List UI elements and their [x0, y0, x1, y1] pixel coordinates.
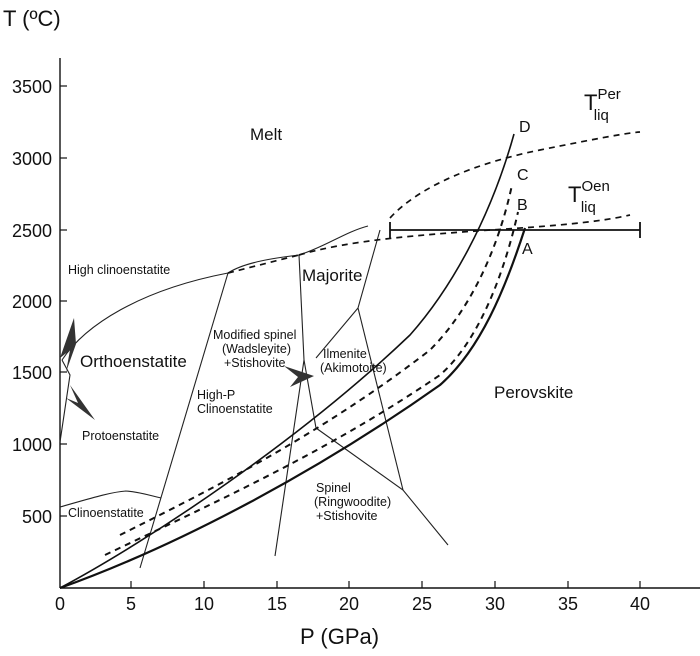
error-bar	[389, 222, 641, 238]
region-labels: Melt Majorite Orthoenstatite Perovskite …	[68, 125, 573, 523]
x-tick-label: 40	[630, 594, 650, 614]
x-tick-label: 15	[267, 594, 287, 614]
curve-d-label: D	[519, 119, 531, 136]
high-clinoenstatite-arrow-icon	[60, 318, 76, 372]
curve-a	[59, 227, 527, 590]
liquidus-labels: TPer liq TOen liq	[568, 86, 621, 216]
modified-spinel-label-line-2: (Wadsleyite)	[222, 342, 291, 356]
y-tick-label: 3500	[12, 77, 52, 97]
clinoenstatite-label: Clinoenstatite	[68, 506, 144, 520]
ilmenite-label-line-2: (Akimotoite)	[320, 361, 387, 375]
y-tick-label: 2000	[12, 292, 52, 312]
majorite-label: Majorite	[302, 266, 362, 285]
protoenstatite-arrow-icon	[66, 385, 95, 420]
ortho-melt-boundary	[61, 272, 229, 361]
per-liquidus-curve	[389, 131, 641, 219]
modified-spinel-label-line-1: Modified spinel	[213, 328, 296, 342]
t-oen-liq-label: TOen liq	[568, 178, 610, 216]
arrows	[60, 318, 314, 420]
y-tick-label: 3000	[12, 149, 52, 169]
y-ticks: 500 1000 1500 2000 2500 3000 3500	[12, 77, 67, 527]
t-per-liq-label: TPer liq	[584, 86, 621, 124]
x-tick-label: 35	[558, 594, 578, 614]
high-p-label-line-1: High-P	[197, 388, 235, 402]
x-tick-label: 5	[126, 594, 136, 614]
x-ticks: 0 5 10 15 20 25 30 35 40	[55, 581, 650, 614]
spinel-label-line-1: Spinel	[316, 481, 351, 495]
spinel-label-line-3: +Stishovite	[316, 509, 378, 523]
curve-c	[119, 184, 513, 536]
modified-spinel-label-line-3: +Stishovite	[224, 356, 286, 370]
spinel-label-line-2: (Ringwoodite)	[314, 495, 391, 509]
x-tick-label: 20	[339, 594, 359, 614]
x-tick-label: 10	[194, 594, 214, 614]
curve-b-label: B	[517, 197, 528, 214]
curve-c-label: C	[517, 167, 529, 184]
x-axis-title: P (GPa)	[300, 624, 379, 649]
melt-label: Melt	[250, 125, 282, 144]
high-clinoenstatite-label: High clinoenstatite	[68, 263, 170, 277]
protoenstatite-label: Protoenstatite	[82, 429, 159, 443]
ilmenite-upper-boundary	[315, 307, 359, 359]
high-p-label-line-2: Clinoenstatite	[197, 402, 273, 416]
modified-spinel-arrow-icon	[284, 366, 314, 387]
orthoenstatite-label: Orthoenstatite	[80, 352, 187, 371]
curve-b	[104, 211, 519, 556]
perovskite-label: Perovskite	[494, 383, 573, 402]
p-t-curves	[59, 133, 527, 590]
ilmenite-perovskite-boundary	[357, 307, 404, 491]
clinoenstatite-boundary	[59, 490, 162, 508]
curve-letters: A B C D	[517, 119, 533, 258]
wadsleyite-spinel-boundary	[274, 359, 305, 557]
curve-a-label: A	[522, 241, 533, 258]
majorite-ilmenite-boundary	[357, 229, 381, 309]
ortho-protoenstatite-boundary	[59, 359, 71, 443]
y-tick-label: 500	[22, 507, 52, 527]
y-axis-title: T (ºC)	[3, 6, 61, 31]
y-tick-label: 2500	[12, 221, 52, 241]
y-tick-label: 1500	[12, 363, 52, 383]
x-tick-label: 0	[55, 594, 65, 614]
ilmenite-label-line-1: Ilmenite	[323, 347, 367, 361]
curve-d	[59, 133, 515, 589]
ortho-highp-boundary	[139, 272, 229, 569]
y-tick-label: 1000	[12, 435, 52, 455]
x-tick-label: 30	[485, 594, 505, 614]
oen-liquidus-curve	[227, 214, 631, 274]
x-tick-label: 25	[412, 594, 432, 614]
